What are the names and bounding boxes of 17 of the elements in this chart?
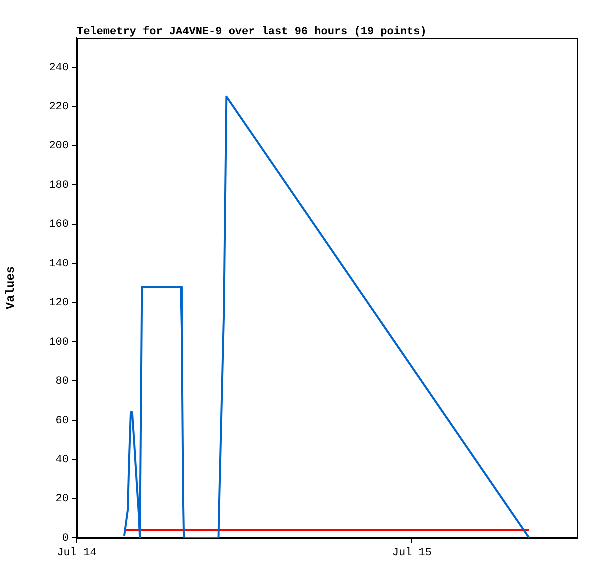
y-tick-label: 120 — [49, 298, 69, 310]
y-axis-title: Values — [4, 266, 18, 310]
y-tick-label: 220 — [49, 102, 69, 114]
y-tick-label: 160 — [49, 219, 69, 232]
chart-title: Telemetry for JA4VNE-9 over last 96 hours (19 points) — [77, 25, 427, 38]
y-tick-label: 140 — [49, 258, 69, 270]
y-tick-label: 200 — [49, 140, 69, 153]
y-tick-label: 100 — [49, 336, 69, 349]
y-tick-label: 40 — [56, 454, 69, 466]
y-tick-label: 240 — [49, 62, 69, 74]
y-tick-label: 20 — [56, 494, 69, 506]
y-tick-label: 180 — [49, 180, 69, 192]
y-tick-label: 0 — [62, 532, 69, 545]
x-tick-label: Jul 14 — [57, 548, 98, 560]
x-tick-label: Jul 15 — [392, 548, 432, 560]
y-tick-label: 60 — [56, 415, 69, 428]
y-tick-label: 80 — [56, 376, 69, 388]
